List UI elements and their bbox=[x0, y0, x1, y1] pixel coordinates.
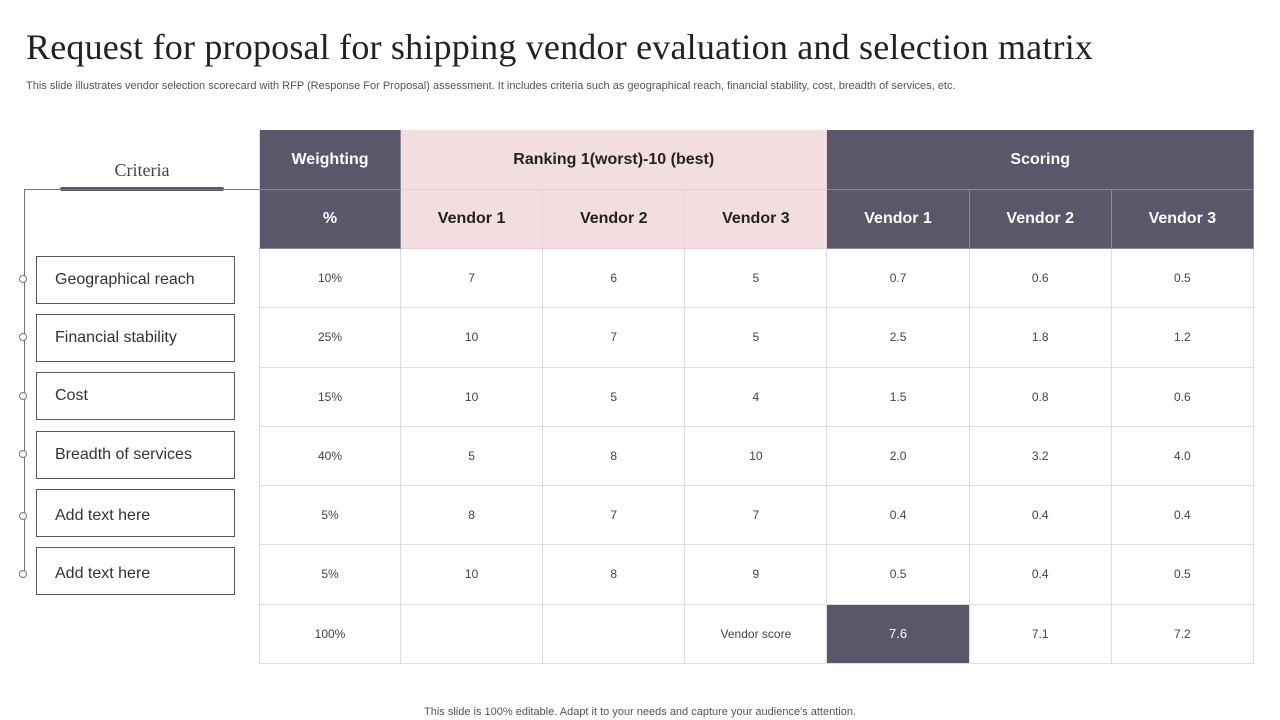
header-scoring: Scoring bbox=[827, 130, 1254, 190]
table-cell-weight: 10% bbox=[259, 249, 401, 309]
subheader-percent: % bbox=[259, 190, 401, 249]
subheader-ranking-vendor-3: Vendor 3 bbox=[685, 190, 828, 249]
subheader-ranking-vendor-1: Vendor 1 bbox=[401, 190, 544, 249]
table-cell-score: 0.4 bbox=[1111, 486, 1254, 546]
subheader-scoring-vendor-2: Vendor 2 bbox=[969, 190, 1112, 249]
table-cell-score: 0.6 bbox=[969, 249, 1112, 309]
table-cell-score: 2.5 bbox=[827, 308, 970, 368]
table-cell-score: 0.4 bbox=[969, 486, 1112, 546]
table-cell-rank: 10 bbox=[401, 367, 544, 427]
table-cell-rank: 4 bbox=[685, 367, 828, 427]
table-cell-rank: 5 bbox=[685, 308, 828, 368]
vendor-3-total-score: 7.2 bbox=[1111, 604, 1254, 664]
table-cell-rank: 5 bbox=[685, 249, 828, 309]
criteria-bullet-dot bbox=[19, 333, 27, 341]
header-ranking: Ranking 1(worst)-10 (best) bbox=[401, 130, 828, 190]
table-cell-weight: 40% bbox=[259, 426, 401, 487]
table-cell-rank: 7 bbox=[543, 308, 686, 368]
criteria-bullet-dot bbox=[19, 392, 27, 400]
criteria-item-financial-stability[interactable]: Financial stability bbox=[36, 314, 235, 362]
criteria-item-placeholder[interactable]: Add text here bbox=[36, 547, 235, 595]
table-cell-score: 1.5 bbox=[827, 367, 970, 427]
table-cell-score: 1.2 bbox=[1111, 308, 1254, 368]
criteria-item-cost[interactable]: Cost bbox=[36, 372, 235, 420]
table-cell-score: 0.5 bbox=[1111, 545, 1254, 605]
table-cell-score: 0.8 bbox=[969, 367, 1112, 427]
table-cell-score: 0.5 bbox=[827, 545, 970, 605]
table-cell-weight: 25% bbox=[259, 308, 401, 368]
table-cell-score: 0.4 bbox=[827, 486, 970, 546]
table-cell-score: 0.4 bbox=[969, 545, 1112, 605]
header-weighting: Weighting bbox=[259, 130, 401, 190]
footer-note: This slide is 100% editable. Adapt it to… bbox=[424, 706, 856, 718]
table-cell-rank: 8 bbox=[401, 486, 544, 546]
criteria-item-breadth-of-services[interactable]: Breadth of services bbox=[36, 431, 235, 479]
table-cell-rank: 9 bbox=[685, 545, 828, 605]
table-cell-weight: 5% bbox=[259, 486, 401, 546]
criteria-bullet-dot bbox=[19, 570, 27, 578]
evaluation-table: Weighting Ranking 1(worst)-10 (best) Sco… bbox=[259, 130, 1254, 664]
table-cell-score: 0.7 bbox=[827, 249, 970, 309]
table-cell-rank: 10 bbox=[401, 545, 544, 605]
subheader-ranking-vendor-2: Vendor 2 bbox=[543, 190, 686, 249]
criteria-item-geographical-reach[interactable]: Geographical reach bbox=[36, 256, 235, 304]
slide-subtitle: This slide illustrates vendor selection … bbox=[26, 80, 956, 92]
criteria-heading: Criteria bbox=[114, 160, 170, 180]
table-cell-rank: 7 bbox=[685, 486, 828, 546]
table-cell-rank: 10 bbox=[685, 426, 828, 487]
criteria-bullet-dot bbox=[19, 450, 27, 458]
table-cell-weight: 15% bbox=[259, 367, 401, 427]
criteria-bullet-dot bbox=[19, 275, 27, 283]
total-empty-cell bbox=[543, 604, 686, 664]
table-cell-rank: 7 bbox=[543, 486, 686, 546]
table-cell-rank: 10 bbox=[401, 308, 544, 368]
table-cell-rank: 5 bbox=[401, 426, 544, 487]
table-cell-score: 1.8 bbox=[969, 308, 1112, 368]
table-cell-score: 0.5 bbox=[1111, 249, 1254, 309]
table-cell-score: 0.6 bbox=[1111, 367, 1254, 427]
subheader-scoring-vendor-1: Vendor 1 bbox=[827, 190, 970, 249]
total-empty-cell bbox=[401, 604, 544, 664]
vendor-2-total-score: 7.1 bbox=[969, 604, 1112, 664]
table-cell-score: 4.0 bbox=[1111, 426, 1254, 487]
criteria-connector-vertical bbox=[24, 189, 25, 575]
table-cell-rank: 6 bbox=[543, 249, 686, 309]
criteria-bullet-dot bbox=[19, 512, 27, 520]
table-cell-score: 3.2 bbox=[969, 426, 1112, 487]
total-weight: 100% bbox=[259, 604, 401, 664]
table-cell-rank: 8 bbox=[543, 426, 686, 487]
table-cell-rank: 7 bbox=[401, 249, 544, 309]
table-cell-rank: 5 bbox=[543, 367, 686, 427]
criteria-item-placeholder[interactable]: Add text here bbox=[36, 489, 235, 537]
vendor-score-label: Vendor score bbox=[685, 604, 828, 664]
table-cell-weight: 5% bbox=[259, 545, 401, 605]
slide-title: Request for proposal for shipping vendor… bbox=[26, 27, 1094, 67]
vendor-1-total-score: 7.6 bbox=[827, 604, 970, 664]
table-cell-score: 2.0 bbox=[827, 426, 970, 487]
subheader-scoring-vendor-3: Vendor 3 bbox=[1111, 190, 1254, 249]
criteria-connector-horizontal bbox=[24, 189, 260, 190]
table-cell-rank: 8 bbox=[543, 545, 686, 605]
